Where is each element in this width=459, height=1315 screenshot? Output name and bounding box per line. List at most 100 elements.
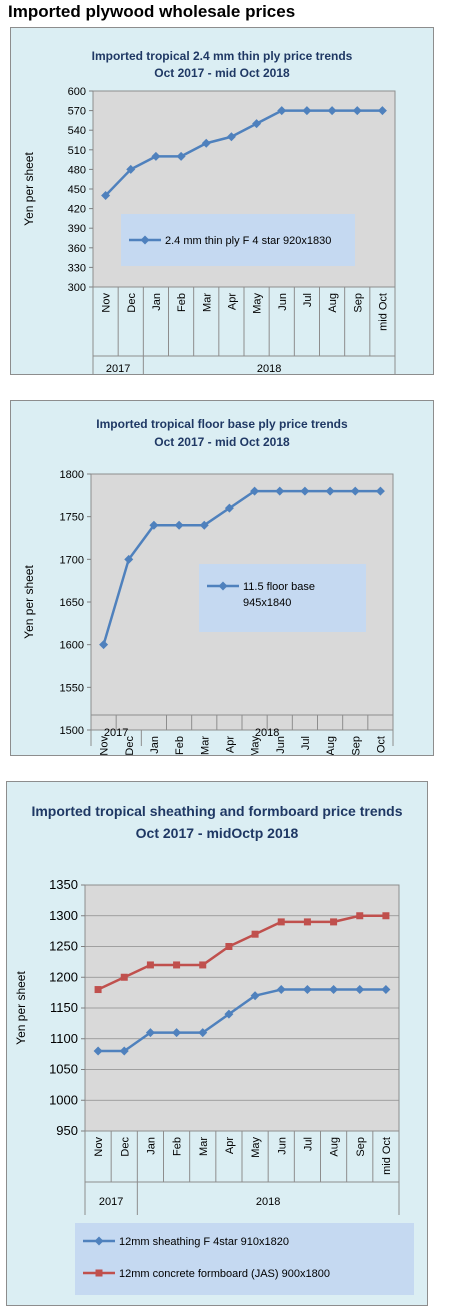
data-point xyxy=(174,520,184,530)
legend-box xyxy=(75,1223,414,1295)
x-tick-label: Feb xyxy=(172,1137,184,1156)
x-tick-label: mid Oct xyxy=(381,1137,393,1175)
data-point xyxy=(198,1028,208,1038)
chart-title: Imported tropical floor base ply price t… xyxy=(96,417,348,431)
y-tick-label: 1050 xyxy=(49,1062,78,1077)
data-point xyxy=(120,973,128,981)
legend-box xyxy=(199,564,366,632)
data-point xyxy=(330,918,338,926)
data-point xyxy=(375,486,385,496)
y-tick-label: 1750 xyxy=(60,512,84,524)
y-tick-label: 1150 xyxy=(50,1000,78,1015)
year-group-label: 2018 xyxy=(255,727,279,739)
data-point xyxy=(119,1046,129,1056)
x-tick-label: Aug xyxy=(325,736,337,755)
data-point xyxy=(350,486,360,496)
data-point xyxy=(355,985,365,995)
y-tick-label: 420 xyxy=(68,204,86,216)
data-point xyxy=(303,918,311,926)
chart-subtitle: Oct 2017 - mid Oct 2018 xyxy=(154,66,290,80)
y-axis-title: Yen per sheet xyxy=(22,565,36,639)
x-tick-label: Jul xyxy=(302,293,314,307)
chart-floor-base: 1500 1550 1600 1650 1700 1750 1800 Yen per shee… xyxy=(22,469,394,755)
x-tick-label: May xyxy=(250,736,262,755)
x-tick-label: Nov xyxy=(101,293,113,313)
y-tick-label: 480 xyxy=(68,164,86,176)
y-tick-label: 360 xyxy=(68,243,86,255)
y-tick-label: 1100 xyxy=(50,1031,78,1046)
data-point xyxy=(151,151,161,161)
y-tick-label: 1650 xyxy=(60,597,84,609)
chart-panel-thin-ply: Imported tropical 2.4 mm thin ply price … xyxy=(10,27,434,375)
data-point xyxy=(252,119,262,129)
x-tick-label: Mar xyxy=(199,736,211,755)
data-point xyxy=(199,961,207,969)
chart-title: Imported tropical sheathing and formboar… xyxy=(31,803,403,819)
legend-marker xyxy=(140,235,150,245)
data-point xyxy=(225,943,233,950)
legend-label: 2.4 mm thin ply F 4 star 920x1830 xyxy=(165,235,331,247)
y-axis-title: Yen per sheet xyxy=(22,152,36,226)
x-tick-label: Sep xyxy=(355,1137,367,1157)
data-point xyxy=(277,106,287,116)
y-tick-label: 1300 xyxy=(49,908,78,923)
x-tick-label: Nov xyxy=(99,736,111,755)
year-group-label: 2018 xyxy=(256,1196,280,1208)
data-point xyxy=(94,986,102,994)
x-tick-label: Aug xyxy=(329,1137,341,1157)
x-tick-label: Jul xyxy=(300,736,312,750)
y-tick-label: 1000 xyxy=(49,1092,78,1107)
chart-subtitle: Oct 2017 - mid Oct 2018 xyxy=(154,435,290,449)
x-tick-label: Dec xyxy=(119,1137,131,1157)
year-group-label: 2017 xyxy=(99,1196,123,1208)
chart-sheathing-formboard: 950 1000 1050 1100 1150 1200 1250 1300 1350 Yen p… xyxy=(14,877,414,1295)
legend-marker xyxy=(95,1269,103,1277)
x-tick-label: Mar xyxy=(201,293,213,312)
legend-label-cont: 945x1840 xyxy=(243,597,291,609)
chart-panel-sheathing-formboard: Imported tropical sheathing and formboar… xyxy=(6,781,428,1306)
x-tick-label: Feb xyxy=(174,736,186,755)
data-point xyxy=(275,486,285,496)
y-tick-label: 1200 xyxy=(49,969,78,984)
year-group-label: 2017 xyxy=(106,363,130,374)
legend-label: 11.5 floor base xyxy=(243,581,315,593)
page-title: Imported plywood wholesale prices xyxy=(8,2,296,21)
data-point xyxy=(149,520,159,530)
data-point xyxy=(145,1028,155,1038)
data-point xyxy=(99,640,109,650)
data-point xyxy=(226,132,236,142)
x-tick-label: Dec xyxy=(126,293,138,313)
x-tick-label: Jan xyxy=(151,293,163,311)
data-point xyxy=(381,985,391,995)
x-tick-label: Dec xyxy=(124,736,136,755)
x-tick-label: Aug xyxy=(327,293,339,313)
data-point xyxy=(124,554,134,564)
x-tick-label: Jul xyxy=(302,1137,314,1151)
data-point xyxy=(101,191,111,201)
x-tick-label: mid Oct xyxy=(377,293,389,331)
x-tick-label: May xyxy=(250,1137,262,1158)
y-tick-label: 600 xyxy=(68,86,86,98)
data-point xyxy=(302,106,312,116)
x-tick-label: Sep xyxy=(350,736,362,755)
x-tick-label: Mar xyxy=(198,1137,210,1156)
data-point xyxy=(201,138,211,148)
data-point xyxy=(173,961,181,969)
data-point xyxy=(356,912,364,920)
y-tick-label: 510 xyxy=(68,145,86,157)
legend-marker xyxy=(218,581,228,591)
data-point xyxy=(251,930,259,938)
legend-label: 12mm sheathing F 4star 910x1820 xyxy=(119,1236,289,1248)
data-point xyxy=(352,106,362,116)
y-tick-label: 1500 xyxy=(60,725,84,737)
x-tick-label: Feb xyxy=(176,293,188,312)
data-point xyxy=(277,918,285,926)
data-point xyxy=(276,985,286,995)
x-tick-label: mid Oct xyxy=(375,736,387,755)
data-point xyxy=(325,486,335,496)
x-tick-label: Sep xyxy=(352,293,364,313)
y-tick-label: 1550 xyxy=(60,682,84,694)
legend-label: 12mm concrete formboard (JAS) 900x1800 xyxy=(119,1268,330,1280)
data-point xyxy=(329,985,339,995)
data-point xyxy=(224,503,234,513)
